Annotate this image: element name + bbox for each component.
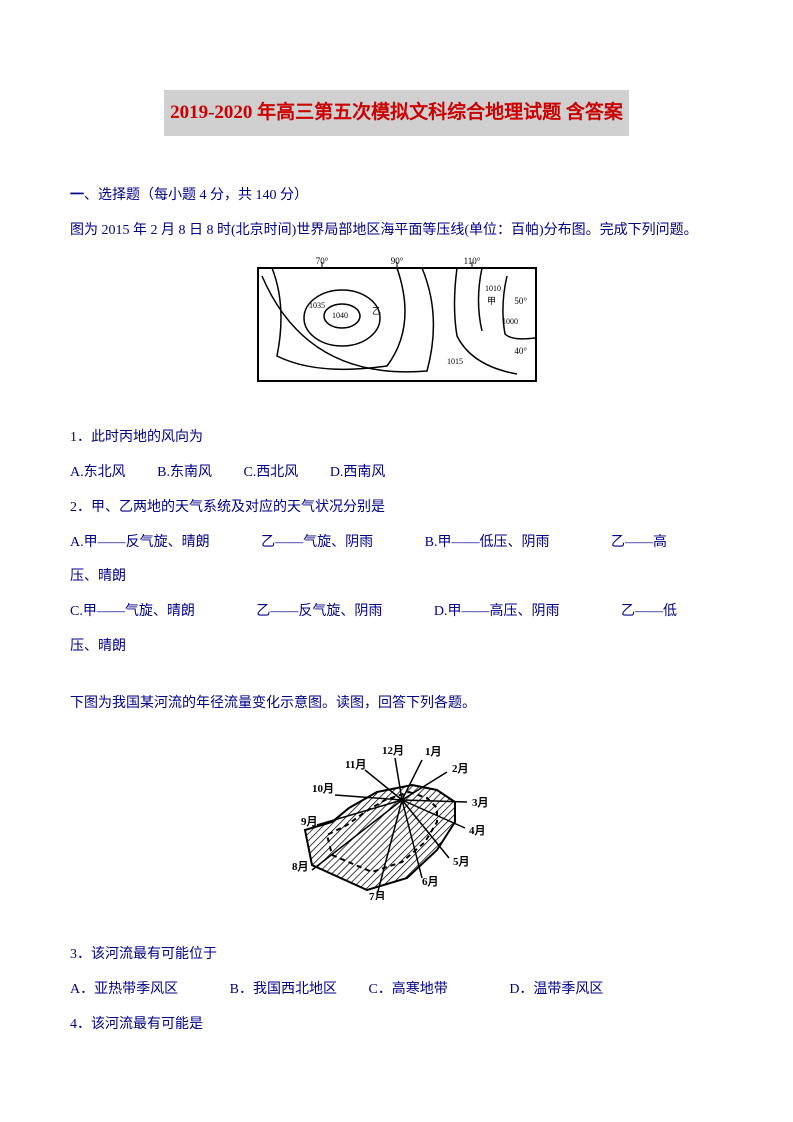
q4-text: 该河流最有可能是 <box>91 1017 203 1032</box>
svg-text:10月: 10月 <box>312 782 334 795</box>
spacer <box>70 667 723 689</box>
q3-text: 该河流最有可能位于 <box>91 947 217 962</box>
q2-l2-d: 乙——低 <box>621 604 677 619</box>
svg-text:8月: 8月 <box>292 860 309 873</box>
intro2-paragraph: 下图为我国某河流的年径流量变化示意图。读图，回答下列各题。 <box>70 689 723 720</box>
q3-opt-d: D．温带季风区 <box>509 982 603 997</box>
svg-text:3月: 3月 <box>472 796 489 809</box>
svg-text:2月: 2月 <box>452 762 469 775</box>
q1-text: 此时丙地的风向为 <box>91 430 203 445</box>
q3-opt-c: C．高寒地带 <box>368 975 447 1006</box>
q4-num: 4． <box>70 1017 91 1032</box>
svg-text:11月: 11月 <box>345 758 366 771</box>
svg-text:9月: 9月 <box>301 815 318 828</box>
q2-options-line2: C.甲——气旋、晴朗 乙——反气旋、阴雨 D.甲——高压、阴雨 乙——低 <box>70 597 723 628</box>
figure2-container: 1月 2月 3月 4月 5月 6月 7月 8月 9月 10月 11月 12月 <box>70 730 723 913</box>
q1-num: 1． <box>70 430 91 445</box>
svg-text:110°: 110° <box>463 256 480 266</box>
q3-opt-b: B．我国西北地区 <box>230 975 337 1006</box>
question-3: 3．该河流最有可能位于 <box>70 940 723 971</box>
svg-text:90°: 90° <box>390 256 403 266</box>
svg-text:乙: 乙 <box>372 306 381 316</box>
q2-l1-d: 乙——高 <box>611 535 667 550</box>
question-2: 2．甲、乙两地的天气系统及对应的天气状况分别是 <box>70 493 723 524</box>
svg-text:1015: 1015 <box>447 357 463 366</box>
exam-title: 2019-2020 年高三第五次模拟文科综合地理试题 含答案 <box>164 90 629 136</box>
q2-l2-c: D.甲——高压、阴雨 <box>434 597 560 628</box>
svg-text:1010: 1010 <box>485 284 501 293</box>
q2-line2-tail: 压、晴朗 <box>70 632 723 663</box>
figure1-container: 70° 90° 110° 50° 40° 1035 1040 1010 1000… <box>70 256 723 395</box>
svg-text:1月: 1月 <box>425 745 442 758</box>
question-1: 1．此时丙地的风向为 <box>70 423 723 454</box>
svg-text:1000: 1000 <box>502 317 518 326</box>
svg-text:6月: 6月 <box>422 875 439 888</box>
q1-opt-c: C.西北风 <box>243 458 298 489</box>
q1-opt-a: A.东北风 <box>70 458 126 489</box>
q2-l1-a: A.甲——反气旋、晴朗 <box>70 528 210 559</box>
section-num: 一 <box>70 188 84 203</box>
q1-opt-d: D.西南风 <box>330 458 386 489</box>
q2-options-line1: A.甲——反气旋、晴朗 乙——气旋、阴雨 B.甲——低压、阴雨 乙——高 <box>70 528 723 559</box>
q3-opt-a: A．亚热带季风区 <box>70 975 178 1006</box>
q2-l2-b: 乙——反气旋、阴雨 <box>256 597 382 628</box>
svg-text:12月: 12月 <box>382 744 404 757</box>
svg-text:70°: 70° <box>315 256 328 266</box>
section-rest: 、选择题（每小题 4 分，共 140 分） <box>84 188 308 203</box>
question-4: 4．该河流最有可能是 <box>70 1010 723 1041</box>
svg-text:甲: 甲 <box>487 296 496 306</box>
svg-text:50°: 50° <box>514 296 527 306</box>
intro-paragraph: 图为 2015 年 2 月 8 日 8 时(北京时间)世界局部地区海平面等压线(… <box>70 216 723 247</box>
svg-text:7月: 7月 <box>369 890 386 900</box>
q2-l1-b: 乙——气旋、阴雨 <box>261 528 373 559</box>
q2-line1-tail: 压、晴朗 <box>70 562 723 593</box>
radial-runoff-figure: 1月 2月 3月 4月 5月 6月 7月 8月 9月 10月 11月 12月 <box>277 730 517 900</box>
q3-num: 3． <box>70 947 91 962</box>
q2-l1-c: B.甲——低压、阴雨 <box>425 528 550 559</box>
q3-options: A．亚热带季风区 B．我国西北地区 C．高寒地带 D．温带季风区 <box>70 975 723 1006</box>
pressure-map-figure: 70° 90° 110° 50° 40° 1035 1040 1010 1000… <box>257 256 537 382</box>
q1-opt-b: B.东南风 <box>157 458 212 489</box>
svg-text:40°: 40° <box>514 346 527 356</box>
section-heading: 一、选择题（每小题 4 分，共 140 分） <box>70 181 723 212</box>
q1-options: A.东北风 B.东南风 C.西北风 D.西南风 <box>70 458 723 489</box>
svg-text:1035: 1035 <box>309 301 325 310</box>
svg-text:5月: 5月 <box>453 855 470 868</box>
svg-text:4月: 4月 <box>469 824 486 837</box>
title-wrap: 2019-2020 年高三第五次模拟文科综合地理试题 含答案 <box>70 90 723 181</box>
q2-num: 2． <box>70 500 91 515</box>
q2-l2-a: C.甲——气旋、晴朗 <box>70 597 195 628</box>
q2-text: 甲、乙两地的天气系统及对应的天气状况分别是 <box>91 500 385 515</box>
svg-text:1040: 1040 <box>332 311 348 320</box>
